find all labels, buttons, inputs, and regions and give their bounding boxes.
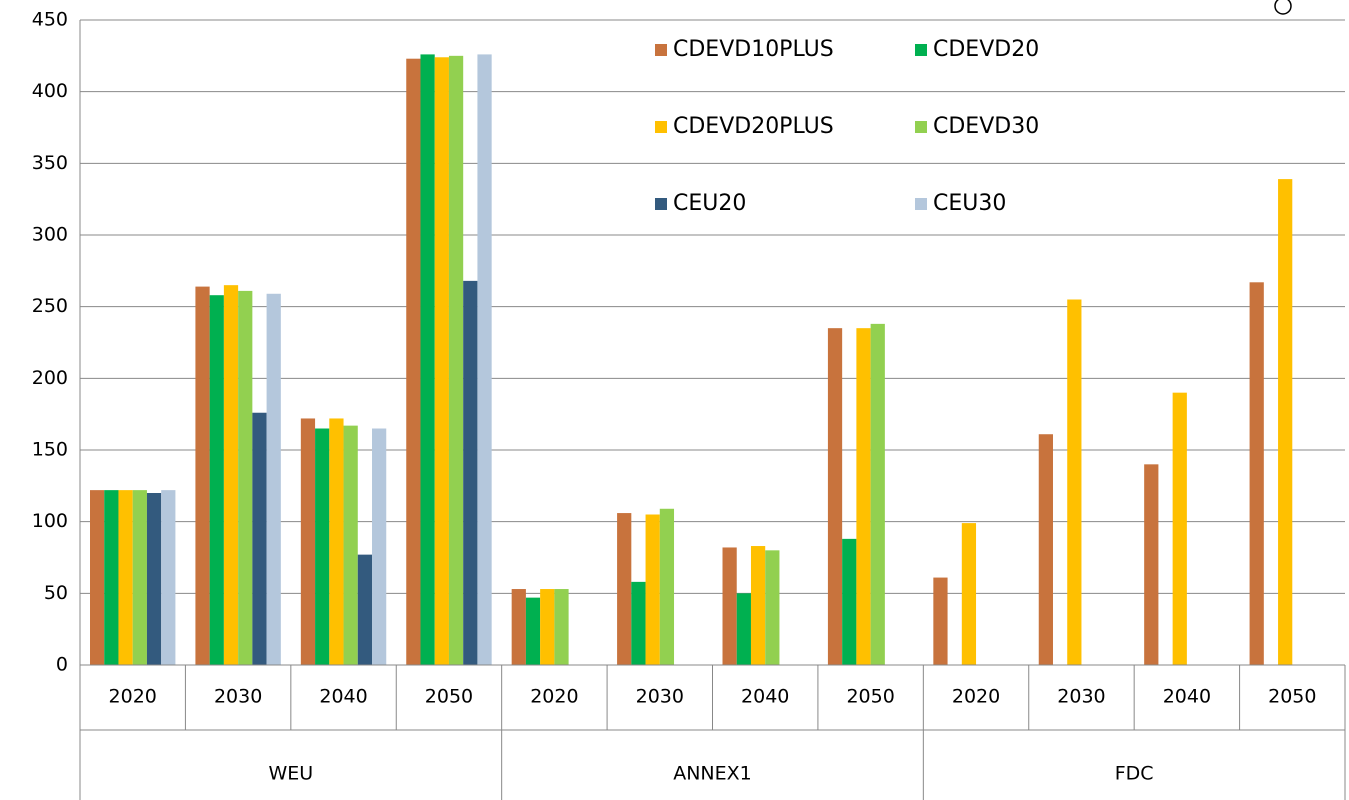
bar xyxy=(406,58,421,665)
x-tick-label: 2040 xyxy=(319,686,367,708)
legend-swatch xyxy=(915,121,927,133)
bar xyxy=(961,523,977,665)
bar xyxy=(90,490,105,665)
y-tick-label: 400 xyxy=(32,80,68,102)
legend-label: CDEVD20PLUS xyxy=(673,114,834,139)
legend-swatch xyxy=(655,198,667,210)
x-tick-label: 2020 xyxy=(109,686,157,708)
bar xyxy=(933,577,948,665)
bar xyxy=(357,554,373,665)
bar xyxy=(195,286,210,665)
x-tick-label: 2040 xyxy=(1163,686,1211,708)
bar xyxy=(161,490,176,665)
bar xyxy=(765,550,780,665)
legend-label: CEU20 xyxy=(673,191,746,216)
x-tick-label: 2030 xyxy=(636,686,684,708)
y-tick-label: 50 xyxy=(44,582,68,604)
x-tick-label: 2030 xyxy=(214,686,262,708)
x-tick-label: 2020 xyxy=(530,686,578,708)
bar xyxy=(511,589,526,665)
legend-swatch xyxy=(915,44,927,56)
bar xyxy=(722,547,737,665)
bar xyxy=(1038,434,1053,665)
bar xyxy=(856,328,871,665)
bar xyxy=(1278,179,1293,665)
bar xyxy=(372,428,387,665)
bar xyxy=(329,418,344,665)
group-label: WEU xyxy=(268,763,313,785)
legend-label: CDEVD20 xyxy=(933,37,1039,62)
bar xyxy=(146,493,162,665)
y-tick-label: 300 xyxy=(32,224,68,246)
bar xyxy=(315,428,330,665)
bar xyxy=(434,57,449,666)
legend-label: CEU30 xyxy=(933,191,1006,216)
bar xyxy=(736,593,751,665)
corner-icon xyxy=(1274,0,1292,15)
bar xyxy=(132,490,147,665)
bar xyxy=(477,54,492,665)
y-tick-label: 250 xyxy=(32,295,68,317)
bar xyxy=(645,514,660,665)
x-tick-label: 2020 xyxy=(952,686,1000,708)
bar xyxy=(420,54,435,665)
bar xyxy=(525,597,541,665)
bar xyxy=(223,285,239,665)
x-tick-label: 2050 xyxy=(425,686,473,708)
bar xyxy=(750,546,766,665)
y-tick-label: 100 xyxy=(32,510,68,532)
x-tick-label: 2030 xyxy=(1057,686,1105,708)
bar xyxy=(252,412,267,665)
bar xyxy=(266,293,281,665)
bar xyxy=(631,581,646,665)
bar xyxy=(659,508,675,665)
bar xyxy=(540,589,555,665)
bar xyxy=(617,513,632,665)
bar xyxy=(554,589,569,665)
bar xyxy=(842,538,857,665)
bar xyxy=(870,323,885,665)
y-tick-label: 0 xyxy=(56,654,68,676)
legend-swatch xyxy=(655,121,667,133)
bar xyxy=(343,425,358,665)
x-tick-label: 2050 xyxy=(846,686,894,708)
bar xyxy=(463,280,478,665)
bar xyxy=(1067,299,1082,665)
bar xyxy=(827,328,843,665)
x-tick-label: 2050 xyxy=(1268,686,1316,708)
legend-label: CDEVD30 xyxy=(933,114,1039,139)
legend-label: CDEVD10PLUS xyxy=(673,37,834,62)
y-tick-label: 200 xyxy=(32,367,68,389)
y-tick-label: 450 xyxy=(32,9,68,31)
bar xyxy=(300,418,316,665)
bar xyxy=(238,290,253,665)
bar xyxy=(448,55,464,666)
bar xyxy=(118,490,133,665)
legend-swatch xyxy=(915,198,927,210)
bar xyxy=(1144,464,1159,665)
y-tick-label: 350 xyxy=(32,152,68,174)
y-tick-label: 150 xyxy=(32,439,68,461)
legend-swatch xyxy=(655,44,667,56)
group-label: FDC xyxy=(1115,763,1154,785)
bar xyxy=(209,295,224,665)
x-tick-label: 2040 xyxy=(741,686,789,708)
bar xyxy=(1172,392,1187,665)
bar xyxy=(104,490,119,665)
group-label: ANNEX1 xyxy=(673,763,752,785)
bar xyxy=(1249,282,1264,665)
